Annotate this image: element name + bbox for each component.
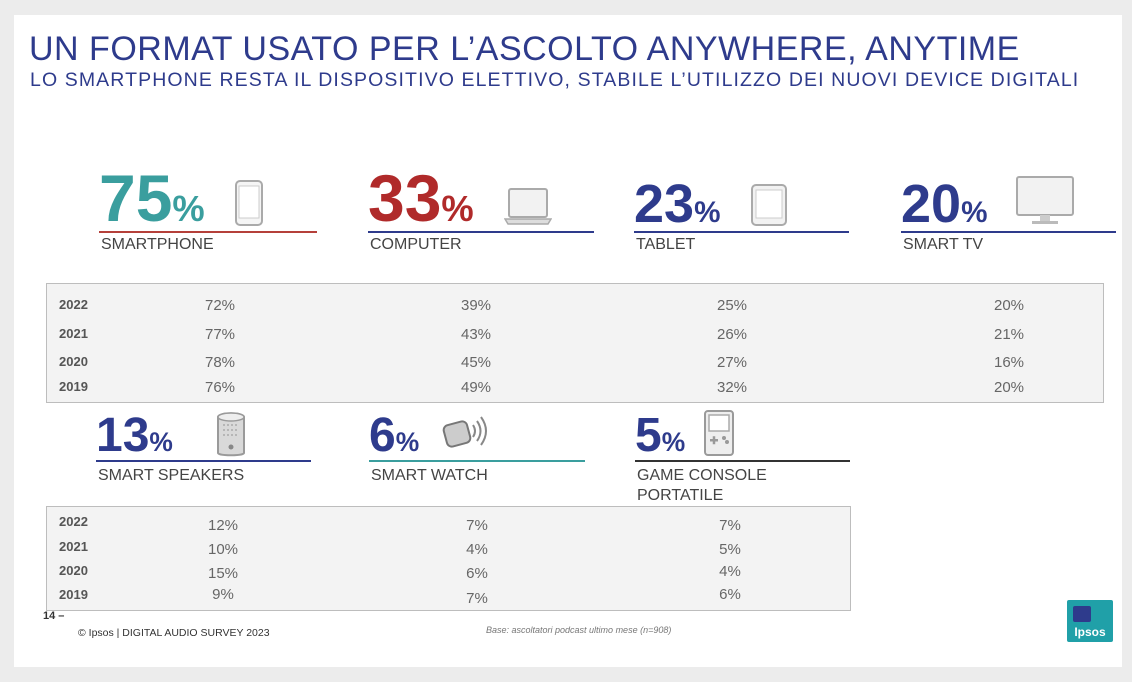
- stat-label: SMART WATCH: [371, 467, 488, 484]
- smartphone-icon: [235, 180, 263, 226]
- stat-value: 6%: [369, 409, 420, 462]
- stat-value: 23%: [634, 174, 721, 234]
- table-cell: 39%: [460, 297, 492, 314]
- table-cell: 6%: [466, 565, 488, 582]
- data-table-top: 2022 2021 2020 2019 72% 39% 25% 20% 77% …: [46, 283, 1104, 403]
- table-cell: 26%: [716, 326, 748, 343]
- base-note: Base: ascoltatori podcast ultimo mese (n…: [486, 625, 672, 635]
- table-cell: 9%: [212, 586, 234, 603]
- monitor-icon: [1016, 176, 1074, 224]
- table-cell: 32%: [716, 379, 748, 396]
- year-label: 2020: [59, 354, 88, 369]
- stat-value: 13%: [96, 409, 173, 462]
- table-cell: 7%: [466, 517, 488, 534]
- stat-value: 5%: [635, 409, 686, 462]
- table-cell: 7%: [719, 517, 741, 534]
- table-cell: 25%: [716, 297, 748, 314]
- stat-label: COMPUTER: [370, 236, 462, 253]
- smart-speaker-icon: [217, 412, 245, 457]
- data-table-bottom: 2022 2021 2020 2019 12% 7% 7% 10% 4% 5% …: [46, 506, 851, 611]
- handheld-console-icon: [704, 410, 734, 456]
- stat-label: GAME CONSOLE: [637, 467, 767, 484]
- stat-value: 75%: [99, 161, 205, 235]
- table-cell: 6%: [719, 586, 741, 603]
- table-cell: 4%: [719, 563, 741, 580]
- table-cell: 45%: [460, 354, 492, 371]
- stat-label: SMART TV: [903, 236, 984, 253]
- stat-label: TABLET: [636, 236, 696, 253]
- year-label: 2021: [59, 539, 88, 554]
- stat-computer: 33% COMPUTER: [368, 165, 594, 265]
- stat-tablet: 23% TABLET: [634, 165, 849, 265]
- table-cell: 10%: [207, 541, 239, 558]
- page-title: UN FORMAT USATO PER L’ASCOLTO ANYWHERE, …: [29, 30, 1020, 68]
- stat-smart-tv: 20% SMART TV: [901, 165, 1116, 265]
- laptop-icon: [504, 188, 552, 225]
- year-label: 2022: [59, 514, 88, 529]
- table-cell: 78%: [204, 354, 236, 371]
- stat-label: SMART SPEAKERS: [98, 467, 245, 484]
- ipsos-logo: Ipsos: [1067, 600, 1113, 642]
- smartwatch-icon: [442, 416, 487, 448]
- table-cell: 72%: [204, 297, 236, 314]
- table-cell: 49%: [460, 379, 492, 396]
- page-number: 14 –: [43, 610, 65, 622]
- stat-value: 20%: [901, 174, 988, 234]
- page-subtitle: LO SMARTPHONE RESTA IL DISPOSITIVO ELETT…: [30, 69, 1080, 91]
- table-cell: 15%: [207, 565, 239, 582]
- stat-game-console: 5% GAME CONSOLE PORTATILE: [635, 405, 850, 504]
- year-label: 2020: [59, 563, 88, 578]
- table-cell: 16%: [993, 354, 1025, 371]
- slide: UN FORMAT USATO PER L’ASCOLTO ANYWHERE, …: [14, 15, 1122, 667]
- stat-label-line2: PORTATILE: [637, 487, 724, 504]
- year-label: 2019: [59, 587, 88, 602]
- stat-value: 33%: [368, 161, 474, 235]
- table-cell: 27%: [716, 354, 748, 371]
- stat-label: SMARTPHONE: [101, 236, 214, 253]
- stat-smartphone: 75% SMARTPHONE: [99, 165, 317, 265]
- table-cell: 4%: [466, 541, 488, 558]
- stat-smart-speakers: 13% SMART SPEAKERS: [96, 405, 311, 485]
- copyright-footer: © Ipsos | DIGITAL AUDIO SURVEY 2023: [78, 627, 270, 639]
- table-cell: 20%: [993, 297, 1025, 314]
- year-label: 2022: [59, 297, 88, 312]
- year-label: 2021: [59, 326, 88, 341]
- table-cell: 5%: [719, 541, 741, 558]
- table-cell: 77%: [204, 326, 236, 343]
- table-cell: 12%: [207, 517, 239, 534]
- logo-text: Ipsos: [1074, 625, 1106, 639]
- table-cell: 43%: [460, 326, 492, 343]
- table-cell: 76%: [204, 379, 236, 396]
- table-cell: 20%: [993, 379, 1025, 396]
- table-cell: 7%: [466, 590, 488, 607]
- tablet-icon: [751, 184, 787, 226]
- table-cell: 21%: [993, 326, 1025, 343]
- stat-smart-watch: 6% SMART WATCH: [369, 405, 585, 485]
- year-label: 2019: [59, 379, 88, 394]
